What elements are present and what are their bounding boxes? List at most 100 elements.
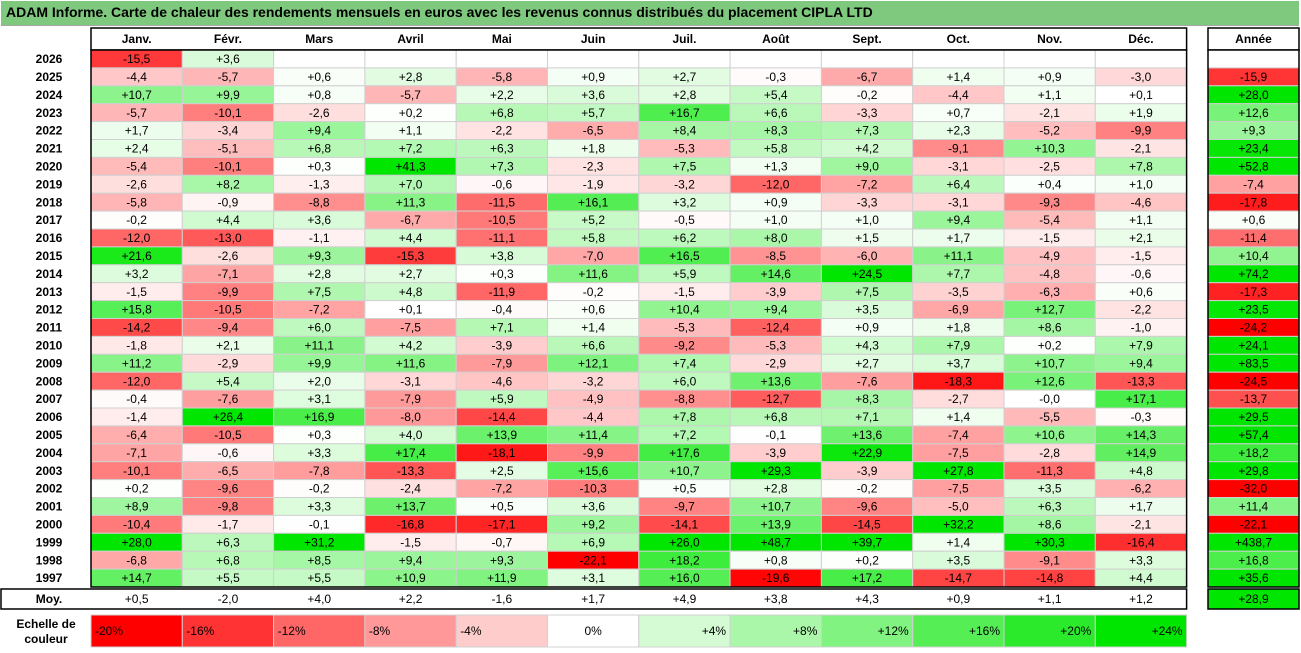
cell-value: -2,6	[218, 249, 239, 263]
cell-value: -3,1	[400, 374, 421, 388]
cell-value: -0,2	[857, 482, 878, 496]
cell-value: +32,2	[943, 518, 974, 532]
year-label: 2014	[36, 267, 63, 281]
cell-value: +13,7	[395, 500, 426, 514]
cell-value: -3,9	[857, 464, 878, 478]
annual-value: +35,6	[1238, 571, 1269, 585]
year-label: 2005	[36, 428, 63, 442]
cell-value: +16,9	[304, 410, 335, 424]
cell-value: -4,4	[583, 410, 604, 424]
scale-swatch	[364, 614, 457, 648]
cell-value: -3,9	[765, 446, 786, 460]
cell-value: -13,3	[397, 464, 425, 478]
cell-value: -5,8	[492, 70, 513, 84]
cell-value: +9,2	[581, 518, 605, 532]
cell-value: +9,4	[1129, 356, 1153, 370]
average-value: +1,1	[1038, 592, 1062, 606]
annual-value: +83,5	[1238, 356, 1269, 370]
cell-value: +5,2	[581, 213, 605, 227]
cell-value: +11,2	[122, 356, 152, 370]
cell-value: -6,2	[1131, 482, 1152, 496]
cell-value: -7,1	[126, 446, 147, 460]
scale-step-label: -4%	[460, 624, 482, 638]
cell-value: +1,1	[399, 124, 423, 138]
cell-value: +2,8	[764, 482, 788, 496]
cell-value: -0,4	[492, 303, 513, 317]
cell-value: -10,5	[214, 303, 242, 317]
cell-value: -0,3	[765, 70, 786, 84]
cell-value: -4,4	[948, 88, 969, 102]
cell-value: +6,6	[764, 106, 788, 120]
cell-value: +16,7	[669, 106, 700, 120]
cell-value: +0,9	[764, 195, 788, 209]
cell-value: +9,3	[307, 249, 331, 263]
cell-value: -8,8	[309, 195, 330, 209]
cell-value: +2,2	[490, 88, 514, 102]
cell-value: -6,5	[218, 464, 239, 478]
cell-value: -2,3	[583, 160, 604, 174]
cell-value: +1,5	[855, 231, 879, 245]
cell-value: +6,8	[307, 142, 331, 156]
cell-value: -9,8	[218, 500, 239, 514]
heatmap-cell	[1003, 49, 1096, 69]
cell-value: +7,2	[673, 428, 697, 442]
cell-value: -6,4	[126, 428, 147, 442]
cell-value: -6,0	[857, 249, 878, 263]
cell-value: +17,6	[669, 446, 700, 460]
average-value: +4,9	[673, 592, 697, 606]
annual-value: +0,6	[1242, 213, 1266, 227]
cell-value: +16,5	[669, 249, 700, 263]
cell-value: +4,8	[1129, 464, 1153, 478]
cell-value: -16,8	[397, 518, 425, 532]
cell-value: +11,1	[305, 339, 335, 353]
cell-value: +9,0	[855, 160, 879, 174]
cell-value: -7,5	[948, 446, 969, 460]
year-label: 2018	[36, 195, 63, 209]
cell-value: -7,8	[309, 464, 330, 478]
cell-value: -8,5	[765, 249, 786, 263]
heatmap-cell	[547, 49, 640, 69]
cell-value: +4,2	[399, 339, 423, 353]
cell-value: +7,5	[673, 160, 697, 174]
heatmap-cell	[1094, 49, 1188, 69]
cell-value: -2,2	[492, 124, 513, 138]
cell-value: +16,0	[669, 571, 700, 585]
cell-value: -0,6	[1131, 267, 1152, 281]
scale-swatch	[181, 614, 275, 648]
year-label: 2002	[36, 482, 63, 496]
cell-value: +9,9	[307, 356, 331, 370]
cell-value: +9,4	[399, 553, 423, 567]
year-label: 2010	[36, 339, 63, 353]
cell-value: -9,6	[857, 500, 878, 514]
month-header: Août	[762, 32, 789, 46]
scale-step-label: +8%	[793, 624, 818, 638]
cell-value: +7,5	[307, 285, 331, 299]
cell-value: -4,8	[1039, 267, 1060, 281]
cell-value: +5,8	[581, 231, 605, 245]
cell-value: +1,4	[946, 70, 970, 84]
average-value: +0,5	[125, 592, 149, 606]
cell-value: +0,8	[764, 553, 788, 567]
cell-value: +2,5	[490, 464, 514, 478]
scale-swatch	[1003, 614, 1096, 648]
cell-value: -7,6	[218, 392, 239, 406]
cell-value: -7,9	[400, 392, 421, 406]
cell-value: -3,2	[583, 374, 604, 388]
annual-value: +18,2	[1238, 446, 1269, 460]
average-annual-value: +28,9	[1238, 592, 1269, 606]
cell-value: +7,1	[855, 410, 879, 424]
cell-value: -10,1	[214, 160, 242, 174]
cell-value: -4,9	[1039, 249, 1060, 263]
cell-value: -7,2	[309, 303, 330, 317]
year-label: 2001	[36, 500, 63, 514]
cell-value: +1,7	[125, 124, 149, 138]
cell-value: +5,9	[490, 392, 514, 406]
cell-value: +6,4	[946, 177, 970, 191]
cell-value: -12,0	[762, 177, 790, 191]
cell-value: +8,6	[1038, 321, 1062, 335]
cell-value: -9,1	[948, 142, 969, 156]
cell-value: -4,4	[126, 70, 147, 84]
cell-value: -2,1	[1039, 106, 1060, 120]
average-value: +2,2	[399, 592, 423, 606]
